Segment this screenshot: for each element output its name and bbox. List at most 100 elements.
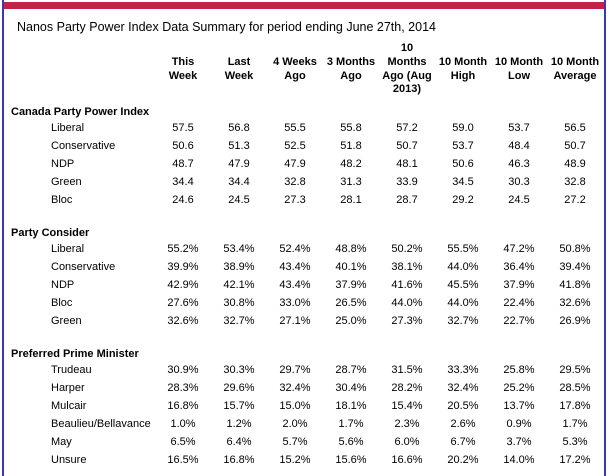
value-cell: 55.8 xyxy=(340,122,362,135)
value-cell: 1.2% xyxy=(226,418,252,431)
value-cell: 53.4% xyxy=(223,243,255,256)
row-label-text: NDP xyxy=(51,158,75,171)
row-label-text: Mulcair xyxy=(51,400,87,413)
value-cell: 36.4% xyxy=(503,261,535,274)
table-row: Unsure 16.5% 16.8% 15.2% 15.6% 16.6% 20.2% 14.0… xyxy=(5,452,603,470)
row-label-text: Green xyxy=(51,176,82,189)
value-cell: 39.4% xyxy=(559,261,591,274)
value-cell: 32.8 xyxy=(284,176,306,189)
value-cell: 33.0% xyxy=(279,297,311,310)
value-cell: 28.5% xyxy=(559,382,591,395)
value-cell: 5.7% xyxy=(282,436,308,449)
value-cell: 25.2% xyxy=(503,382,535,395)
value-cell: 20.5% xyxy=(447,400,479,413)
section-heading-row: Preferred Prime Minister xyxy=(5,343,603,362)
row-label-text: Conservative xyxy=(51,140,116,153)
value-cell: 24.5 xyxy=(508,194,530,207)
row-label: Beaulieu/Bellavance xyxy=(5,416,155,434)
value-cell: 32.6% xyxy=(167,315,199,328)
value-cell: 48.1 xyxy=(396,158,418,171)
value-cell: 22.7% xyxy=(503,315,535,328)
row-label-text: Conservative xyxy=(51,261,116,274)
value-cell: 17.8% xyxy=(559,400,591,413)
value-cell: 50.7 xyxy=(564,140,586,153)
value-cell: 15.4% xyxy=(391,400,423,413)
section-heading: Canada Party Power Index xyxy=(11,105,150,118)
table-row: Green 32.6% 32.7% 27.1% 25.0% 27.3% 32.7% 22.7%… xyxy=(5,313,603,331)
value-cell: 3.7% xyxy=(506,436,532,449)
row-label-text: Trudeau xyxy=(51,364,92,377)
section-spacer xyxy=(5,210,603,222)
value-cell: 32.4% xyxy=(279,382,311,395)
section-heading: Preferred Prime Minister xyxy=(11,347,139,360)
value-cell: 1.0% xyxy=(170,418,196,431)
value-cell: 57.2 xyxy=(396,122,418,135)
value-cell: 42.1% xyxy=(223,279,255,292)
section-heading-row: Canada Party Power Index xyxy=(5,101,603,120)
value-cell: 48.9 xyxy=(564,158,586,171)
row-label-text: Liberal xyxy=(51,122,85,135)
row-label: Trudeau xyxy=(5,362,155,380)
value-cell: 18.1% xyxy=(335,400,367,413)
value-cell: 22.4% xyxy=(503,297,535,310)
row-label: Conservative xyxy=(5,259,155,277)
row-label: Unsure xyxy=(5,452,155,470)
column-header: 10 Month Low xyxy=(494,55,544,82)
row-label-text: Green xyxy=(51,315,82,328)
value-cell: 52.4% xyxy=(279,243,311,256)
value-cell: 24.5 xyxy=(228,194,250,207)
value-cell: 48.2 xyxy=(340,158,362,171)
row-label: Green xyxy=(5,174,155,192)
value-cell: 34.5 xyxy=(452,176,474,189)
value-cell: 38.9% xyxy=(223,261,255,274)
table-header: This Week Last Week 4 Weeks Ago 3 Months Ag… xyxy=(5,39,603,101)
value-cell: 25.8% xyxy=(503,364,535,377)
value-cell: 59.0 xyxy=(452,122,474,135)
column-header: This Week xyxy=(168,55,198,82)
table-row: NDP 42.9% 42.1% 43.4% 37.9% 41.6% 45.5% 37.9% 41… xyxy=(5,277,603,295)
top-accent-bar xyxy=(4,2,604,9)
value-cell: 27.6% xyxy=(167,297,199,310)
value-cell: 15.7% xyxy=(223,400,255,413)
value-cell: 44.0% xyxy=(391,297,423,310)
column-header: Last Week xyxy=(224,55,254,82)
value-cell: 43.4% xyxy=(279,261,311,274)
column-header: 3 Months Ago xyxy=(326,55,376,82)
value-cell: 6.7% xyxy=(450,436,476,449)
value-cell: 46.3 xyxy=(508,158,530,171)
value-cell: 55.2% xyxy=(167,243,199,256)
value-cell: 53.7 xyxy=(508,122,530,135)
value-cell: 44.0% xyxy=(447,297,479,310)
row-label-text: Liberal xyxy=(51,243,85,256)
value-cell: 50.6 xyxy=(452,158,474,171)
report-title: Nanos Party Power Index Data Summary for… xyxy=(17,20,436,34)
value-cell: 31.5% xyxy=(391,364,423,377)
value-cell: 33.9 xyxy=(396,176,418,189)
value-cell: 28.3% xyxy=(167,382,199,395)
table-row: Liberal 57.5 56.8 55.5 55.8 57.2 59.0 53.7 56.5 xyxy=(5,120,603,138)
table-body: Canada Party Power Index Liberal 57.5 56.8 5… xyxy=(5,101,603,470)
value-cell: 2.6% xyxy=(450,418,476,431)
value-cell: 34.4 xyxy=(228,176,250,189)
value-cell: 2.3% xyxy=(394,418,420,431)
value-cell: 53.7 xyxy=(452,140,474,153)
value-cell: 17.2% xyxy=(559,454,591,467)
column-header: 10 Month Average xyxy=(550,55,600,82)
row-label-text: Harper xyxy=(51,382,85,395)
value-cell: 37.9% xyxy=(335,279,367,292)
table-row: Harper 28.3% 29.6% 32.4% 30.4% 28.2% 32.4% 25.2… xyxy=(5,380,603,398)
section-heading-row: Party Consider xyxy=(5,222,603,241)
table-row: Green 34.4 34.4 32.8 31.3 33.9 34.5 30.3 32.8 xyxy=(5,174,603,192)
table-row: Mulcair 16.8% 15.7% 15.0% 18.1% 15.4% 20.5% 13.… xyxy=(5,398,603,416)
section-heading: Party Consider xyxy=(11,226,90,239)
value-cell: 32.7% xyxy=(447,315,479,328)
value-cell: 48.4 xyxy=(508,140,530,153)
value-cell: 16.8% xyxy=(167,400,199,413)
value-cell: 27.3% xyxy=(391,315,423,328)
value-cell: 47.2% xyxy=(503,243,535,256)
value-cell: 57.5 xyxy=(172,122,194,135)
value-cell: 28.1 xyxy=(340,194,362,207)
column-header: 10 Months Ago (Aug 2013) xyxy=(382,42,432,96)
value-cell: 16.8% xyxy=(223,454,255,467)
